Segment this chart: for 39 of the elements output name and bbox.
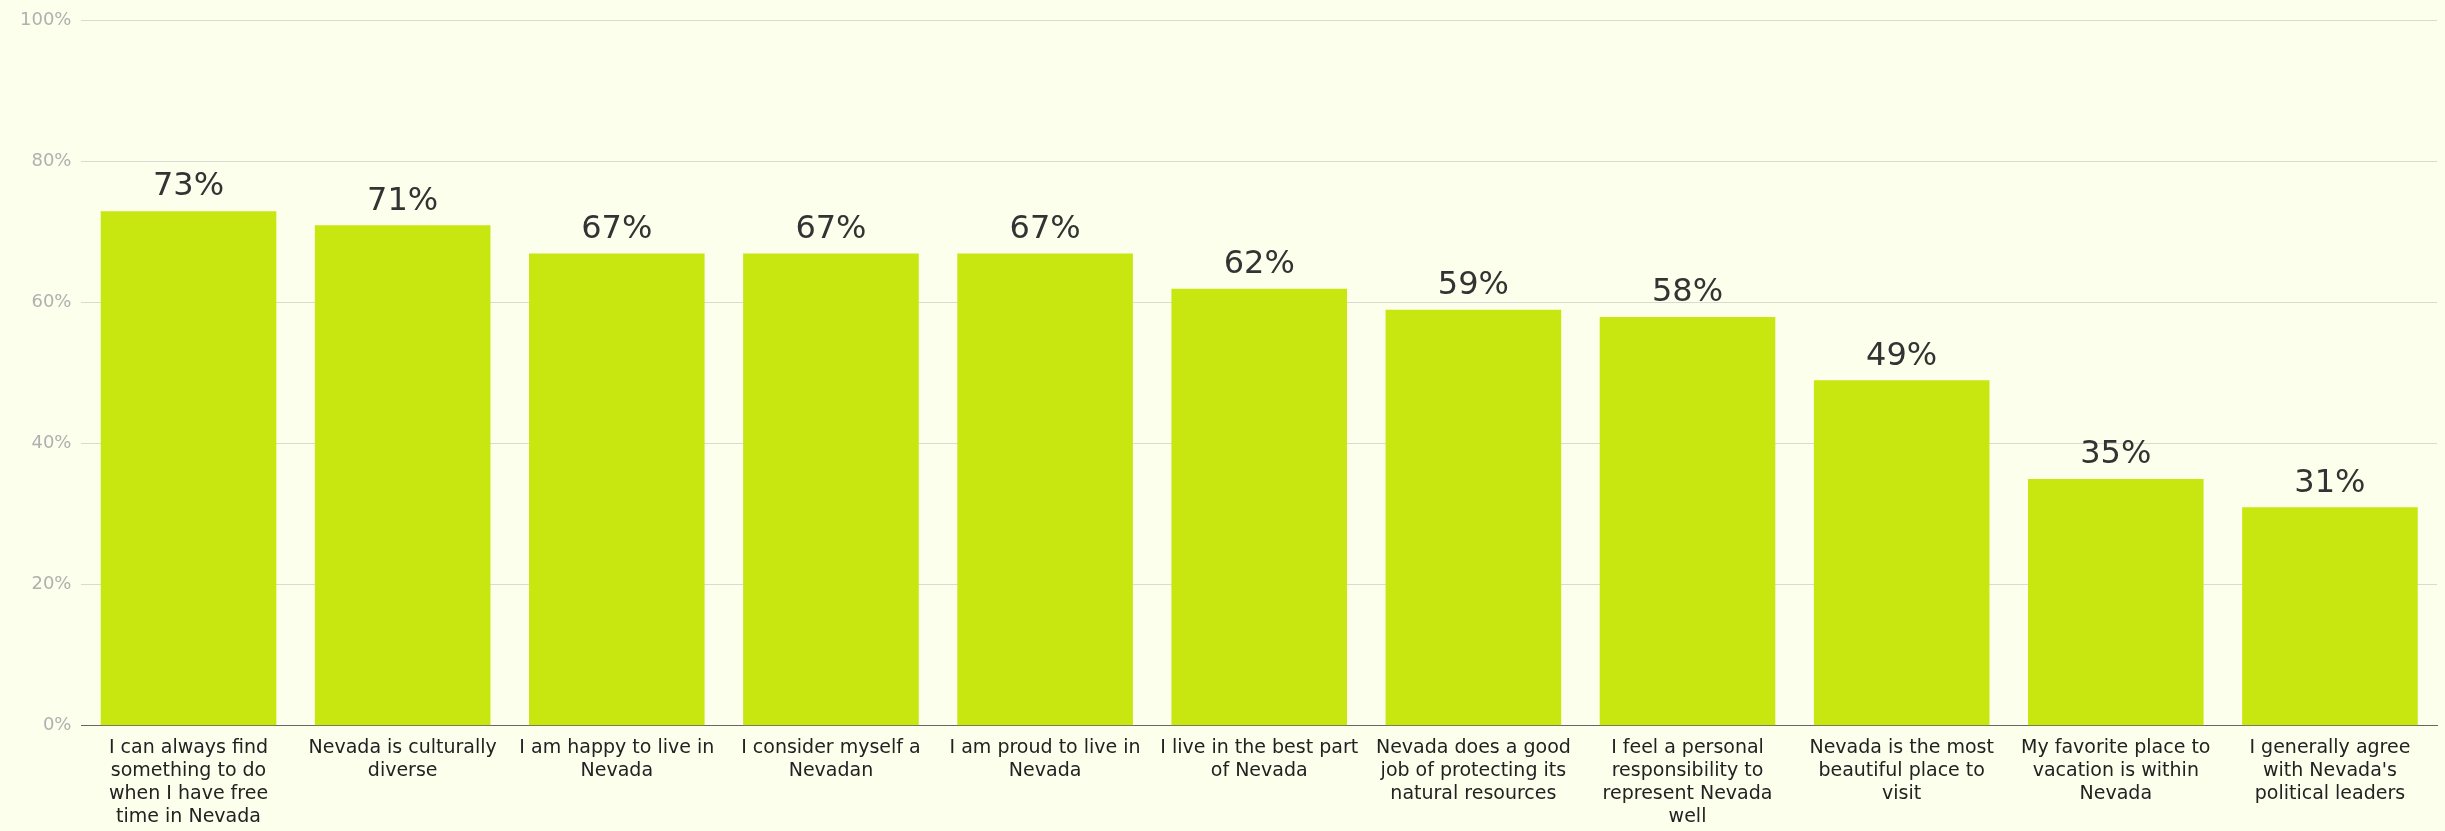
y-tick-label: 40%: [31, 431, 72, 453]
x-tick-label: I can always find something to do when I have free time in Nevada: [108, 735, 269, 826]
x-tick-label: I am proud to live in Nevada: [949, 735, 1141, 780]
bar: [1171, 288, 1348, 726]
x-tick-label: My favorite place to vacation is within Nevada: [2021, 735, 2211, 803]
y-tick-label: 20%: [31, 572, 72, 594]
data-label: 73%: [152, 165, 225, 204]
data-label: 58%: [1651, 271, 1724, 310]
x-tick-label: I generally agree with Nevada's political leaders: [2249, 735, 2411, 803]
y-tick-label: 80%: [31, 149, 72, 171]
bar: [100, 211, 277, 726]
bar: [1599, 316, 1776, 726]
bar: [743, 253, 919, 726]
data-label: 62%: [1223, 243, 1295, 282]
data-label: 67%: [581, 207, 653, 246]
data-label: 67%: [1009, 207, 1081, 246]
x-tick-label: I feel a personal responsibility to represent Nevada well: [1602, 735, 1773, 826]
bar: [957, 253, 1133, 726]
data-label: 59%: [1437, 264, 1509, 303]
data-label: 67%: [795, 207, 867, 246]
bar: [2242, 507, 2418, 726]
data-label: 71%: [367, 179, 439, 218]
y-tick-label: 0%: [42, 713, 72, 735]
x-tick-label: I consider myself a Nevadan: [741, 735, 921, 780]
bar: [314, 225, 491, 726]
bar: [2027, 479, 2204, 726]
data-label: 31%: [2294, 461, 2366, 500]
y-tick-label: 100%: [19, 8, 72, 30]
bar: [529, 253, 705, 726]
bar: [1813, 380, 1990, 726]
x-tick-label: Nevada is the most beautiful place to visit: [1809, 735, 1994, 803]
x-tick-label: Nevada does a good job of protecting its natural resources: [1375, 735, 1571, 803]
bar: [1385, 309, 1562, 726]
data-label: 35%: [2080, 433, 2152, 472]
y-tick-label: 60%: [31, 290, 72, 312]
data-label: 49%: [1866, 334, 1938, 373]
x-tick-label: Nevada is culturally diverse: [308, 735, 497, 780]
x-tick-label: I live in the best part of Nevada: [1160, 735, 1359, 780]
x-tick-label: I am happy to live in Nevada: [519, 735, 715, 780]
